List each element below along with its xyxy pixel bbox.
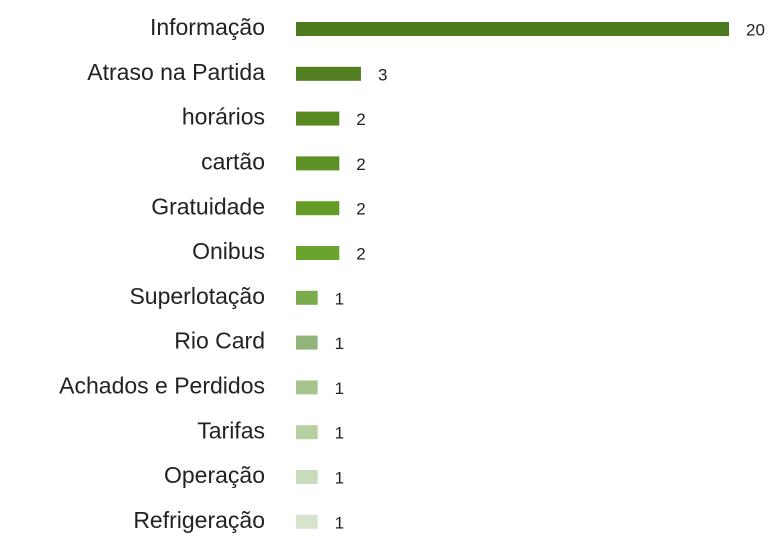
bar xyxy=(296,22,729,36)
value-label: 2 xyxy=(356,155,365,174)
bar xyxy=(296,335,318,350)
bar xyxy=(296,470,318,484)
category-label: Rio Card xyxy=(174,328,265,354)
category-label: Gratuidade xyxy=(151,193,265,219)
value-label: 1 xyxy=(335,513,344,532)
bar xyxy=(296,380,318,395)
value-label: 1 xyxy=(335,424,344,443)
category-label: Informação xyxy=(150,14,265,40)
value-label: 20 xyxy=(746,20,765,39)
category-label: Tarifas xyxy=(197,417,265,443)
bar xyxy=(296,201,340,216)
category-label: Achados e Perdidos xyxy=(59,372,265,398)
value-label: 1 xyxy=(335,289,344,308)
value-label: 3 xyxy=(378,65,387,84)
bar xyxy=(296,156,340,171)
bar xyxy=(296,514,318,529)
value-label: 2 xyxy=(356,110,365,129)
category-label: Atraso na Partida xyxy=(87,59,265,85)
category-label: Onibus xyxy=(192,238,265,264)
value-label: 2 xyxy=(356,244,365,263)
bar xyxy=(296,246,340,260)
value-label: 1 xyxy=(335,379,344,398)
bar xyxy=(296,290,318,305)
bar xyxy=(296,111,340,126)
category-label: Refrigeração xyxy=(133,507,265,533)
category-label: Operação xyxy=(164,462,265,488)
bar xyxy=(296,425,318,440)
bar xyxy=(296,66,361,81)
category-label: cartão xyxy=(201,148,265,174)
value-label: 1 xyxy=(335,468,344,487)
category-label: Superlotação xyxy=(129,283,265,309)
category-label: horários xyxy=(182,104,265,130)
value-label: 2 xyxy=(356,200,365,219)
value-label: 1 xyxy=(335,334,344,353)
